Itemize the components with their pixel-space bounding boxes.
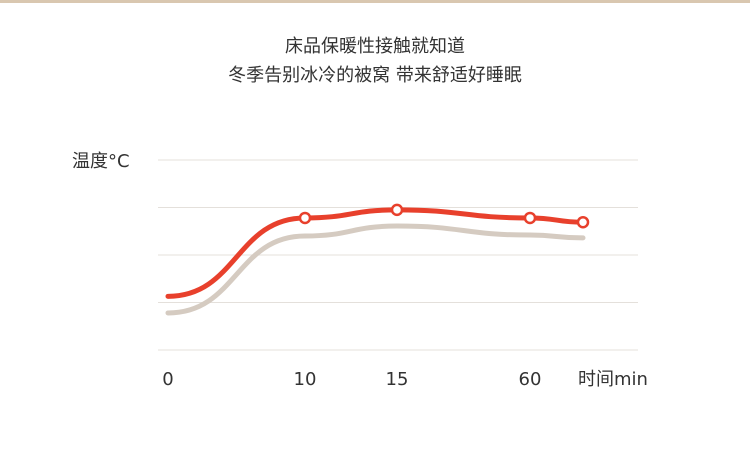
chart-subtitle: 冬季告别冰冷的被窝 带来舒适好睡眠 [228,65,522,86]
series-line [165,223,586,316]
data-point [298,211,312,225]
x-tick-label: 15 [386,369,409,390]
x-tick-label: 0 [162,369,173,390]
data-point [576,215,590,229]
x-axis-label: 时间min [578,369,648,390]
data-point [390,203,404,217]
y-axis-label: 温度°C [72,151,130,172]
x-tick-label: 60 [519,369,542,390]
x-tick-label: 10 [294,369,317,390]
data-point [523,211,537,225]
top-border [0,0,750,3]
chart-title: 床品保暖性接触就知道 [285,36,465,57]
